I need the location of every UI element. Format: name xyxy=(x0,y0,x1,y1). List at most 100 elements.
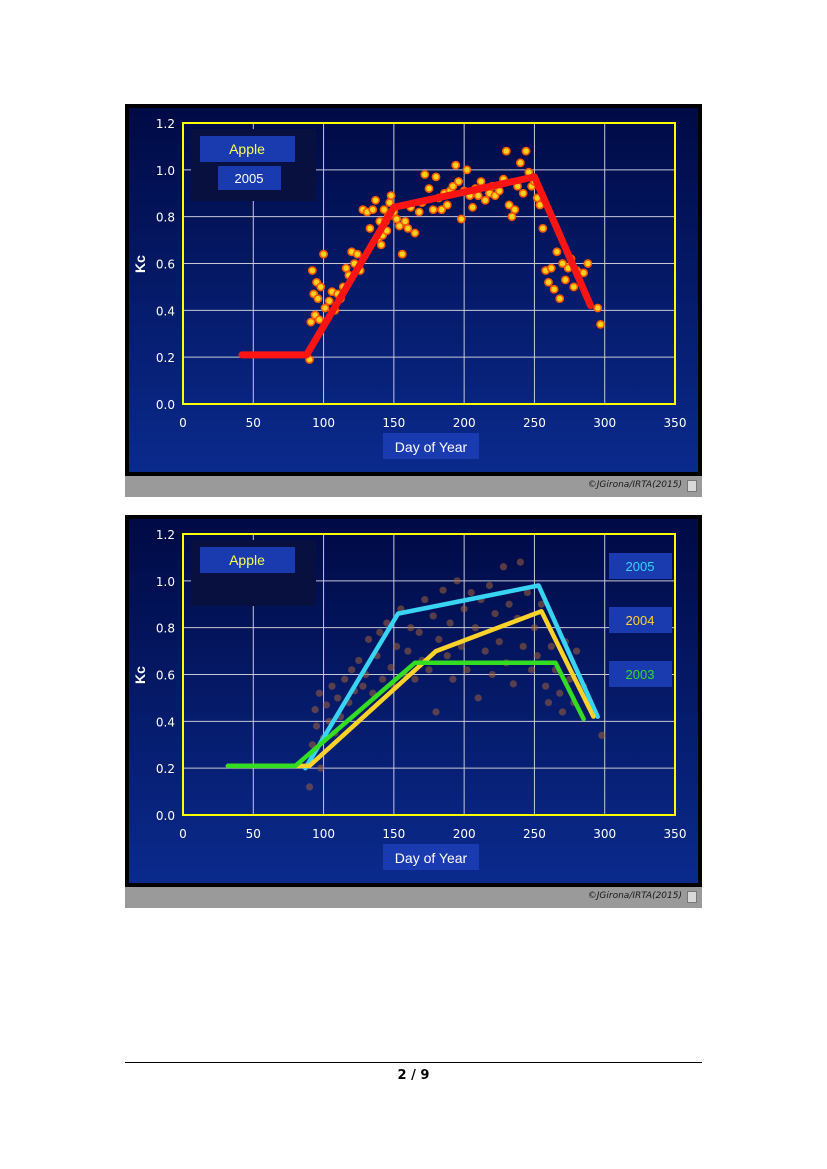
data-point xyxy=(569,282,579,292)
figure-apple-2005: 0 50 100 150 200 250 300 350 0.0 0.2 0.4 0.6 0.8 1.0 1… xyxy=(125,104,702,497)
data-point xyxy=(400,216,410,226)
data-point xyxy=(451,160,461,170)
faded-data-point xyxy=(547,642,555,650)
faded-data-point xyxy=(348,666,356,674)
faded-data-point xyxy=(523,588,531,597)
faded-data-point xyxy=(519,642,527,650)
species-label: Apple xyxy=(229,552,265,568)
data-point xyxy=(501,146,511,156)
faded-data-point xyxy=(460,605,468,613)
faded-data-point xyxy=(453,577,461,585)
faded-data-point xyxy=(505,600,513,608)
data-point xyxy=(476,177,486,186)
faded-data-point xyxy=(383,619,391,627)
x-axis-label: Day of Year xyxy=(395,439,468,455)
legend-label-2004: 2004 xyxy=(626,613,655,628)
faded-data-point xyxy=(334,694,342,702)
data-point xyxy=(437,205,447,215)
faded-data-point xyxy=(341,675,349,683)
faded-data-point xyxy=(387,663,395,672)
faded-data-point xyxy=(565,675,574,683)
x-tick-label: 50 xyxy=(246,416,261,430)
data-point xyxy=(521,146,531,156)
y-tick-label: 0.0 xyxy=(156,398,175,412)
y-tick-label: 0.6 xyxy=(156,258,175,272)
x-tick-label: 150 xyxy=(382,416,405,430)
faded-data-point xyxy=(404,647,412,655)
chart-apple-2005: 0 50 100 150 200 250 300 350 0.0 0.2 0.4 0.6 0.8 1.0 1… xyxy=(125,104,702,476)
data-point xyxy=(518,188,528,198)
year-label: 2005 xyxy=(235,171,264,186)
data-point xyxy=(515,158,525,168)
faded-data-point xyxy=(443,652,451,660)
data-point xyxy=(313,294,323,304)
faded-data-point xyxy=(530,624,539,632)
data-point xyxy=(397,249,407,259)
data-point xyxy=(596,319,605,329)
credit-bar: ©JGirona/IRTA(2015) xyxy=(125,476,702,497)
data-point xyxy=(341,263,351,273)
plot-frame xyxy=(182,122,676,405)
data-point xyxy=(324,296,334,306)
x-tick-label: 200 xyxy=(453,416,476,430)
data-point xyxy=(403,223,413,233)
data-point xyxy=(549,284,559,294)
faded-data-point xyxy=(481,647,489,655)
faded-data-point xyxy=(573,647,581,655)
kc-fit-line xyxy=(238,173,595,359)
data-point xyxy=(320,303,330,313)
x-tick-label: 200 xyxy=(453,827,476,841)
faded-data-point xyxy=(491,610,499,618)
faded-data-point xyxy=(421,595,429,604)
y-tick-label: 1.2 xyxy=(156,117,175,131)
data-point xyxy=(392,214,402,224)
species-label-box xyxy=(200,547,295,573)
data-point xyxy=(368,205,378,215)
data-point xyxy=(448,181,458,191)
faded-data-point xyxy=(439,586,447,594)
data-point xyxy=(316,282,326,292)
faded-data-point xyxy=(449,675,457,683)
data-point xyxy=(386,191,396,200)
series-line-2003 xyxy=(225,660,586,769)
plot-frame xyxy=(182,533,676,816)
y-tick-label: 0.2 xyxy=(156,762,175,776)
faded-data-point xyxy=(542,682,550,690)
faded-data-point xyxy=(308,741,316,749)
data-point xyxy=(379,205,389,215)
faded-data-point xyxy=(364,635,373,643)
data-point xyxy=(583,259,593,268)
data-point xyxy=(544,277,553,287)
faded-data-point xyxy=(485,581,494,590)
data-point xyxy=(560,275,570,285)
y-tick-label: 1.0 xyxy=(156,164,175,178)
page-icon xyxy=(687,891,697,903)
data-point xyxy=(507,212,517,222)
faded-data-point xyxy=(379,675,387,683)
data-point xyxy=(462,165,472,175)
species-label-box xyxy=(200,136,295,162)
y-tick-label: 0.4 xyxy=(156,715,175,729)
credit-bar: ©JGirona/IRTA(2015) xyxy=(125,887,702,908)
x-tick-label: 100 xyxy=(312,416,335,430)
faded-data-point xyxy=(432,708,440,716)
data-point xyxy=(546,263,556,273)
faded-data-point xyxy=(537,600,546,608)
faded-data-point xyxy=(312,722,321,730)
data-point xyxy=(538,223,548,233)
data-point xyxy=(420,170,430,179)
legend-label-2005: 2005 xyxy=(626,559,655,574)
legend-box-2005 xyxy=(609,553,672,579)
page-number: 2 / 9 xyxy=(397,1068,430,1083)
data-point xyxy=(371,195,380,205)
faded-data-point xyxy=(446,619,454,627)
x-tick-label: 300 xyxy=(593,827,616,841)
data-point xyxy=(510,205,520,215)
faded-data-point xyxy=(471,624,479,632)
year-label-box xyxy=(218,166,281,190)
legend-box-2004 xyxy=(609,607,672,633)
data-point xyxy=(319,249,328,259)
y-tick-label: 0.8 xyxy=(156,211,175,225)
x-tick-label: 300 xyxy=(593,416,616,430)
y-tick-label: 1.0 xyxy=(156,575,175,589)
